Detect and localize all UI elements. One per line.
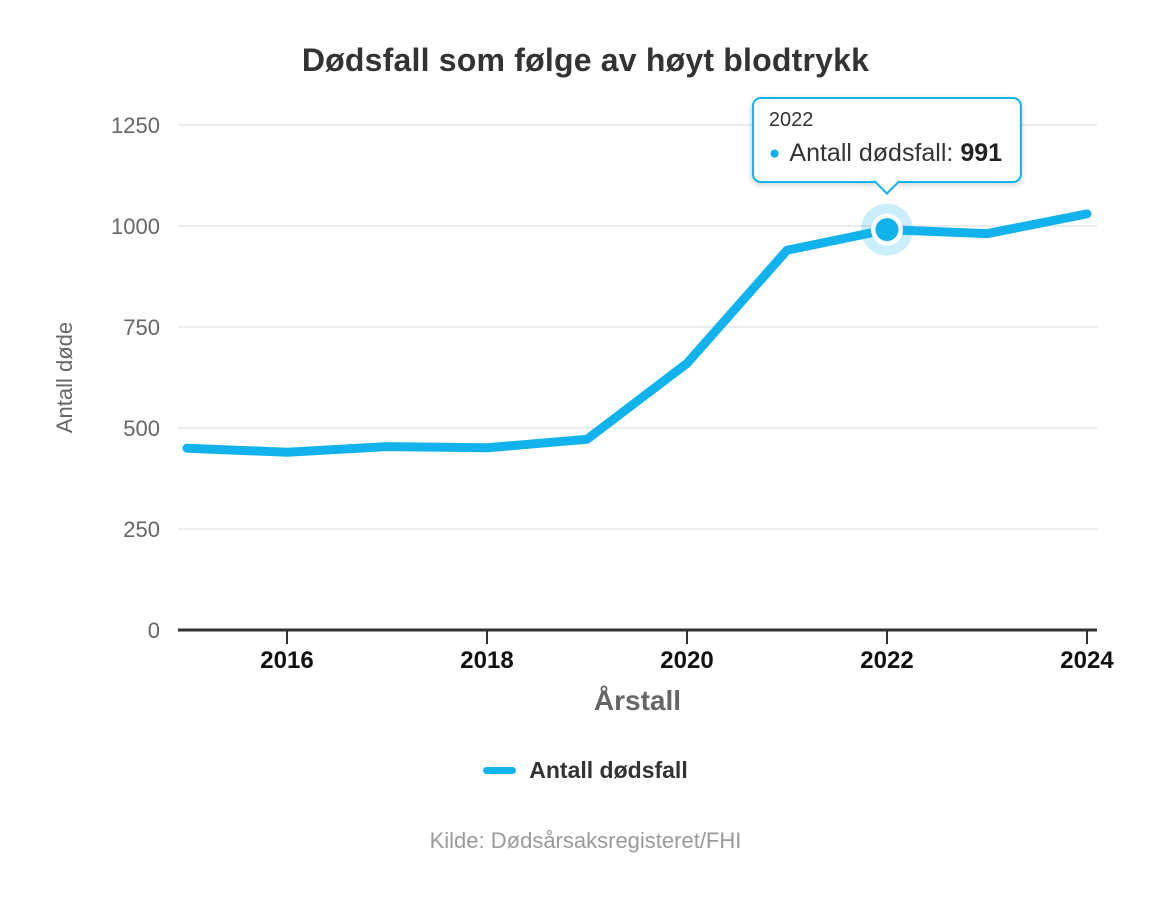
y-tick-label-250: 250 xyxy=(123,517,160,542)
y-tick-label-1250: 1250 xyxy=(111,113,160,138)
source-credit: Kilde: Dødsårsaksregisteret/FHI xyxy=(429,828,742,853)
x-tick-label-2020: 2020 xyxy=(660,647,713,674)
x-axis-title: Årstall xyxy=(594,685,681,716)
tooltip-series-row: ● Antall dødsfall: 991 xyxy=(769,139,1002,168)
chart-title: Dødsfall som følge av høyt blodtrykk xyxy=(301,42,870,78)
x-tick-label-2018: 2018 xyxy=(460,647,513,674)
x-tick-label-2016: 2016 xyxy=(260,647,313,674)
y-axis-title: Antall døde xyxy=(52,322,77,433)
tooltip-value: 991 xyxy=(960,139,1003,167)
legend: Antall dødsfall xyxy=(0,757,1171,784)
series-line-antall-dodsfall[interactable] xyxy=(182,209,1092,457)
tooltip-series-label: Antall dødsfall: xyxy=(789,139,954,167)
tooltip: 2022 ● Antall dødsfall: 991 xyxy=(751,97,1023,183)
y-tick-label-0: 0 xyxy=(148,618,160,643)
tooltip-year: 2022 xyxy=(768,109,814,131)
x-tick-label-2022: 2022 xyxy=(860,647,913,674)
marker-point-2022[interactable] xyxy=(875,218,899,242)
legend-label: Antall dødsfall xyxy=(529,757,688,783)
x-tick-label-2024: 2024 xyxy=(1060,647,1114,674)
legend-item-antall-dodsfall[interactable]: Antall dødsfall xyxy=(483,757,688,784)
y-tick-label-1000: 1000 xyxy=(111,214,160,239)
y-tick-label-500: 500 xyxy=(123,416,160,441)
series-bullet-icon: ● xyxy=(768,143,781,164)
legend-line-swatch-icon xyxy=(483,767,517,774)
y-tick-label-750: 750 xyxy=(123,315,160,340)
